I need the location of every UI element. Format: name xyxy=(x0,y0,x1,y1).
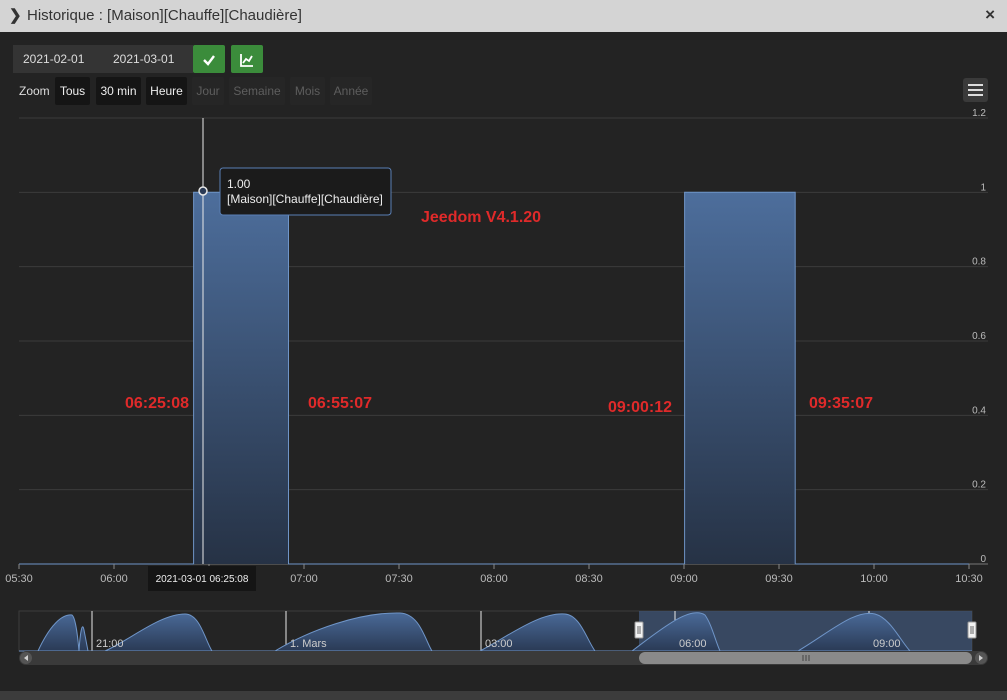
chart-type-button[interactable] xyxy=(231,45,263,73)
end-date-input[interactable]: 2021-03-01 xyxy=(113,52,175,66)
history-panel: 2021-02-01 2021-03-01 Zoom Tous 30 min H… xyxy=(0,32,1007,700)
chevron-right-icon[interactable]: ❯ xyxy=(9,7,22,24)
start-date-input[interactable]: 2021-02-01 xyxy=(23,52,85,66)
close-icon[interactable]: × xyxy=(985,5,995,24)
zoom-day-button[interactable]: Jour xyxy=(192,77,224,105)
window-bottom-bar xyxy=(0,691,1007,700)
zoom-week-button[interactable]: Semaine xyxy=(229,77,285,105)
window-title: Historique : [Maison][Chauffe][Chaudière… xyxy=(27,7,302,24)
zoom-hour-button[interactable]: Heure xyxy=(146,77,187,105)
zoom-all-button[interactable]: Tous xyxy=(55,77,90,105)
date-range: 2021-02-01 2021-03-01 xyxy=(13,45,193,73)
zoom-year-button[interactable]: Année xyxy=(330,77,372,105)
window-titlebar: ❯ Historique : [Maison][Chauffe][Chaudiè… xyxy=(0,0,1007,32)
area-chart-icon xyxy=(240,54,253,68)
zoom-label: Zoom xyxy=(19,84,50,98)
check-icon xyxy=(203,55,215,67)
chart-menu-button[interactable] xyxy=(963,78,988,102)
zoom-30min-button[interactable]: 30 min xyxy=(96,77,141,105)
validate-button[interactable] xyxy=(193,45,225,73)
zoom-month-button[interactable]: Mois xyxy=(290,77,325,105)
